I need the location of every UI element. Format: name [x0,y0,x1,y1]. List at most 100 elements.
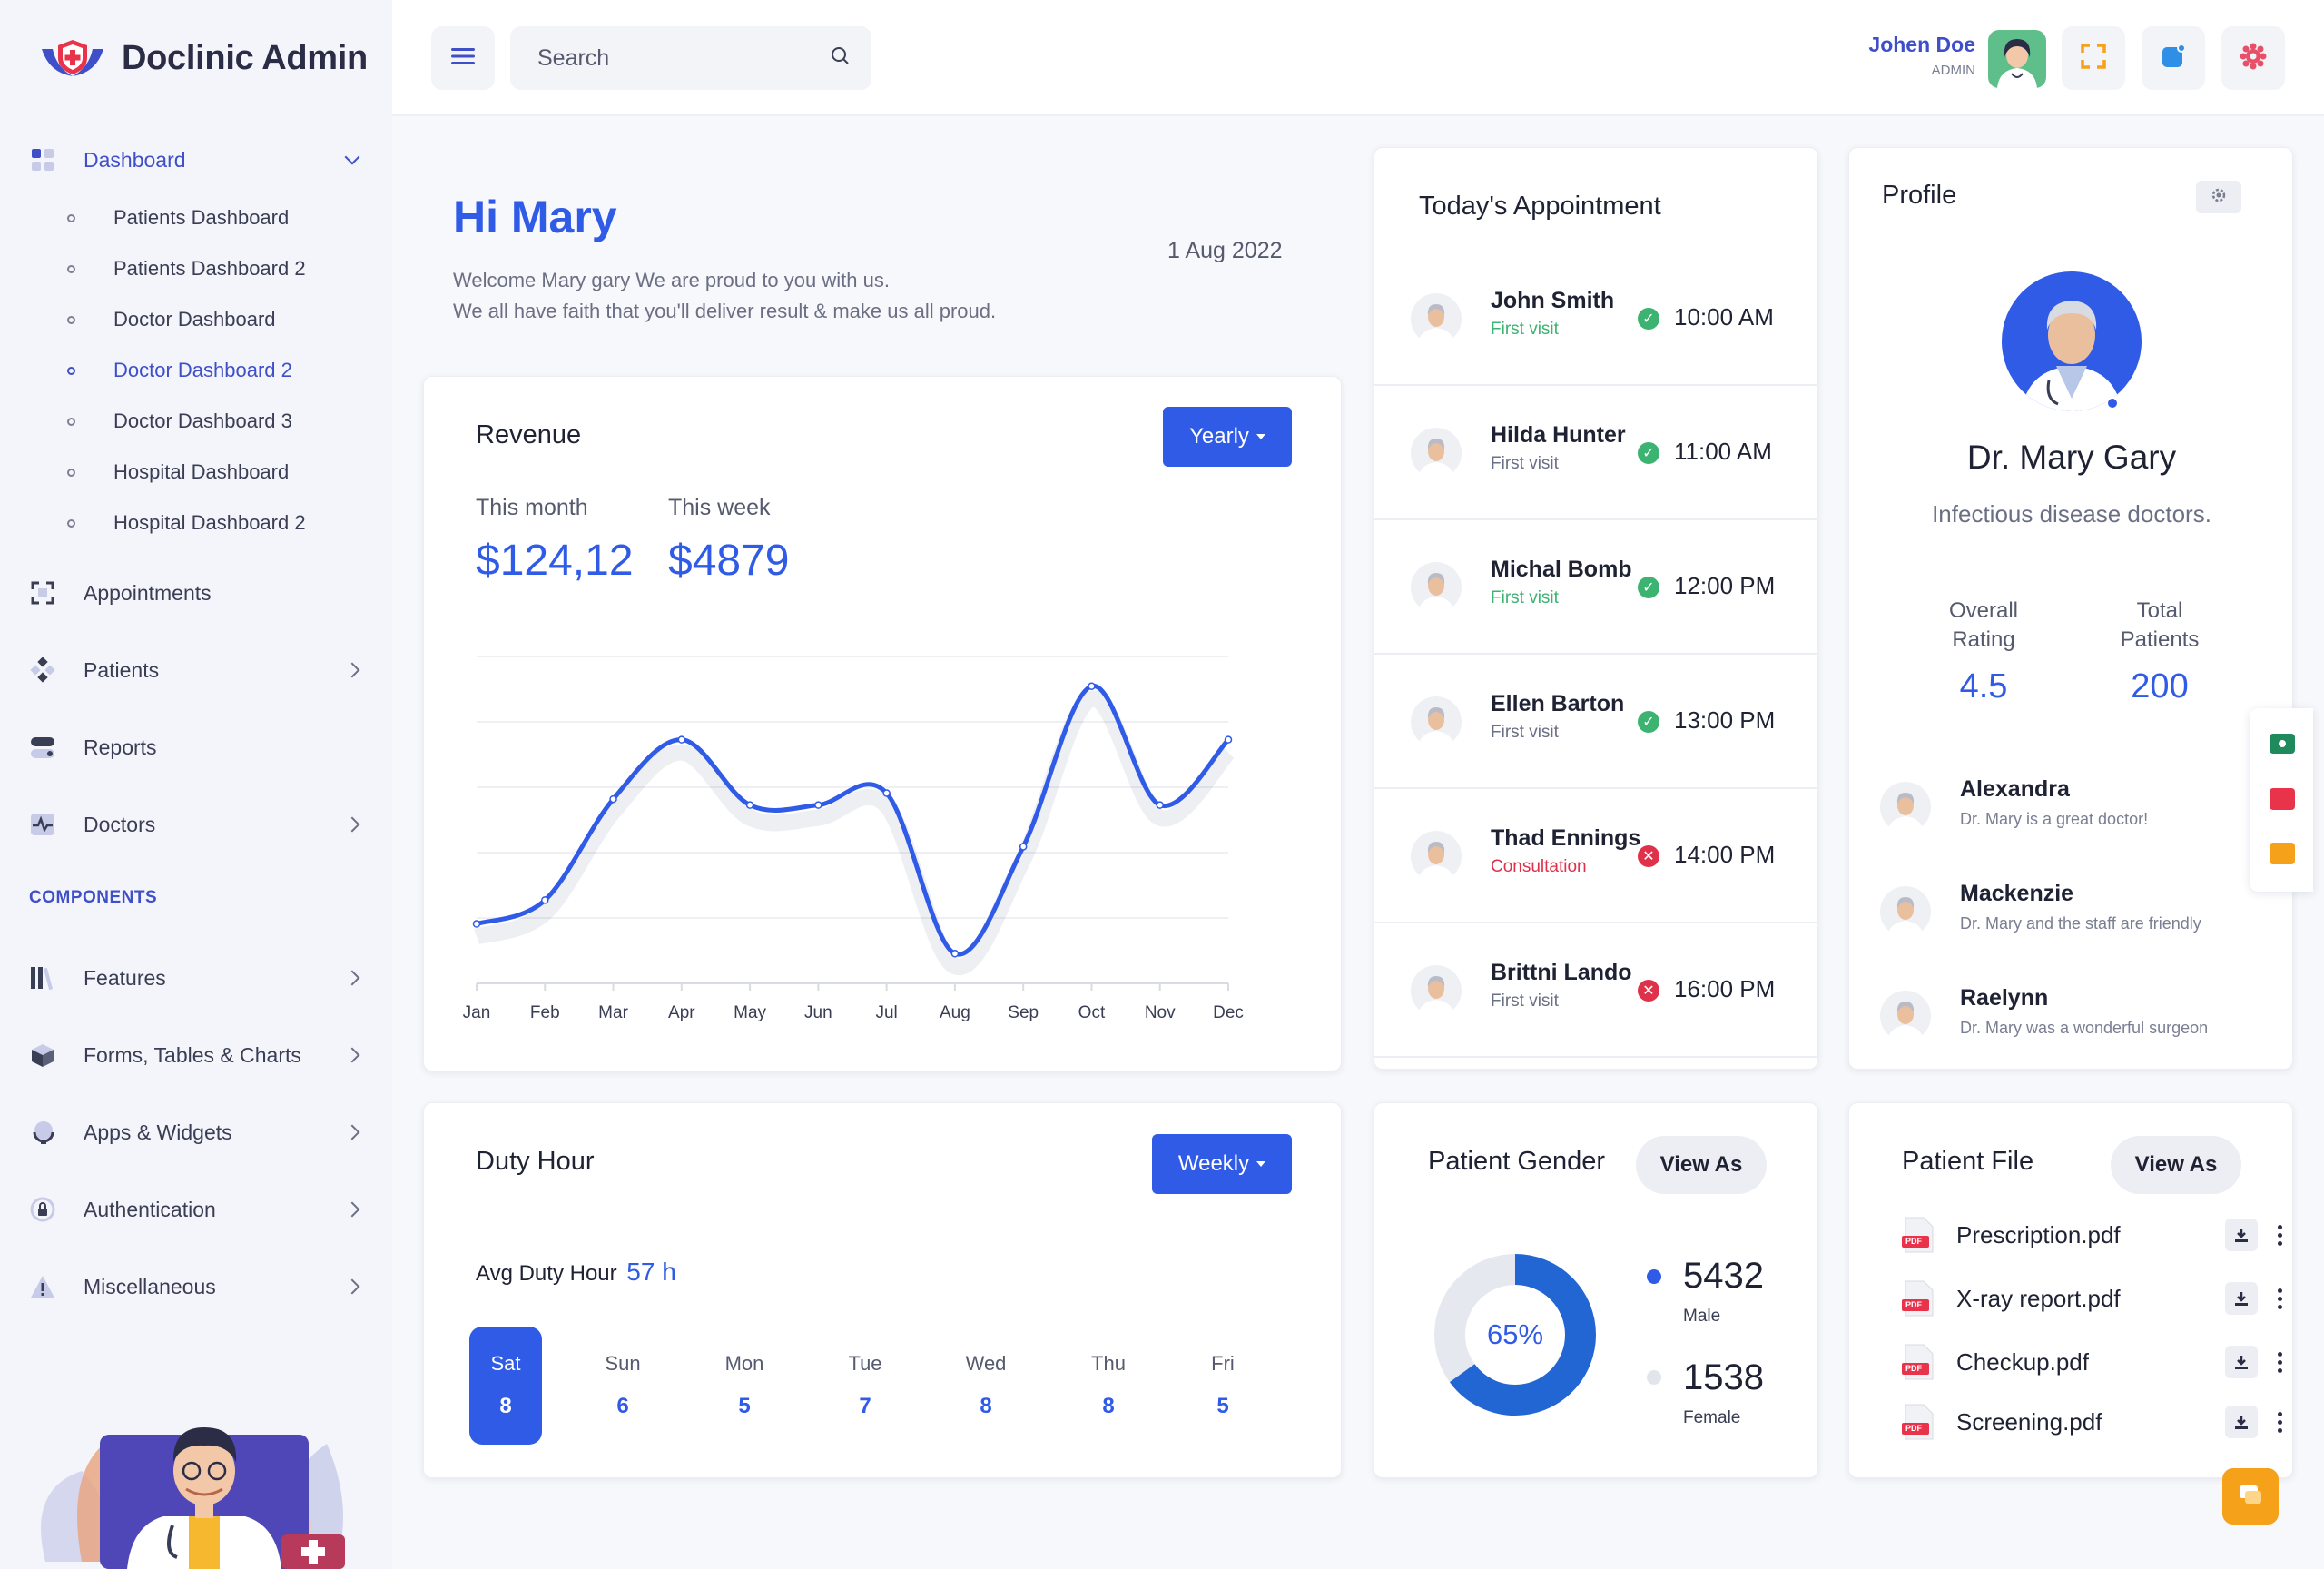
data-point-jun [814,801,822,809]
x-tick-label: Apr [668,1003,695,1022]
money-icon[interactable] [2270,734,2295,754]
nav-authentication[interactable]: Authentication [29,1184,365,1235]
visit-type: Consultation [1491,857,1587,876]
box-icon [29,1041,56,1069]
nav-features[interactable]: Features [29,952,365,1003]
gear-icon [2240,43,2267,74]
download-button[interactable] [2225,1346,2258,1378]
appointment-row[interactable]: Brittni Lando First visit ✕ 16:00 PM [1374,923,1817,1058]
notifications-button[interactable] [2142,26,2205,90]
notification-icon [2161,43,2186,74]
appointment-time: 14:00 PM [1674,841,1776,868]
file-row[interactable]: PDF Screening.pdf [1902,1399,2283,1445]
appointment-list: John Smith First visit ✓ 10:00 AM Hilda Hunt… [1374,252,1817,1069]
user-name: Johen Doe [1868,33,1975,56]
nav-forms-tables-charts[interactable]: Forms, Tables & Charts [29,1030,365,1081]
brand-logo[interactable]: Doclinic Admin [36,36,368,80]
more-options-icon[interactable] [2278,1351,2283,1373]
day-value: 5 [1216,1394,1229,1418]
chat-icon[interactable] [2270,843,2295,864]
profile-settings-button[interactable] [2196,181,2241,213]
appointment-info: John Smith First visit [1491,288,1614,340]
nav-patients[interactable]: Patients [29,645,365,696]
appointment-time: 10:00 AM [1674,303,1774,331]
files-view-as-button[interactable]: View As [2111,1136,2241,1194]
appointment-row[interactable]: Ellen Barton First visit ✓ 13:00 PM [1374,655,1817,789]
sub-item-doctor-dashboard-3[interactable]: Doctor Dashboard 3 [67,403,292,439]
file-row[interactable]: PDF Prescription.pdf [1902,1212,2283,1258]
review-list: Alexandra Dr. Mary is a great doctor! Mack… [1880,776,2280,1067]
patient-gender-card: Patient Gender View As 65% 5432 Male 153… [1374,1102,1818,1478]
file-row[interactable]: PDF Checkup.pdf [1902,1339,2283,1385]
yearly-dropdown[interactable]: Yearly [1163,407,1292,467]
search-input[interactable] [537,44,830,72]
revenue-line-chart: Jan Feb Mar Apr May Jun Jul Aug Sep Oct Nov Dec [463,656,1244,1022]
lock-icon [29,1196,56,1223]
weekly-dropdown[interactable]: Weekly [1152,1134,1292,1194]
menu-toggle-button[interactable] [431,26,495,90]
brand-name: Doclinic Admin [122,38,368,77]
check-circle-icon: ✓ [1638,577,1659,598]
image-icon[interactable] [2270,788,2295,810]
more-options-icon[interactable] [2278,1411,2283,1433]
day-mon[interactable]: Mon 5 [708,1327,781,1445]
sub-item-patients-dashboard[interactable]: Patients Dashboard [67,200,289,236]
visit-type: First visit [1491,992,1559,1011]
appointment-row[interactable]: Michal Bomb First visit ✓ 12:00 PM [1374,520,1817,655]
greeting-date: 1 Aug 2022 [1167,238,1283,263]
nav-doctors[interactable]: Doctors [29,799,365,850]
appointments-card: Today's Appointment John Smith First visi… [1374,147,1818,1070]
caret-down-icon [1256,1161,1266,1167]
settings-button[interactable] [2221,26,2285,90]
search-box[interactable] [510,26,872,90]
download-button[interactable] [2225,1406,2258,1438]
day-fri[interactable]: Fri 5 [1187,1327,1259,1445]
user-info[interactable]: Johen Doe ADMIN [1816,33,1975,78]
pdf-badge: PDF [1905,1300,1922,1309]
more-options-icon[interactable] [2278,1288,2283,1309]
day-name: Wed [965,1352,1007,1375]
data-point-mar [609,794,617,804]
nav-dashboard[interactable]: Dashboard [29,134,365,185]
nav-appointments[interactable]: Appointments [29,567,365,618]
reviewer-avatar [1880,991,1931,1041]
day-tue[interactable]: Tue 7 [829,1327,901,1445]
sub-item-hospital-dashboard-2[interactable]: Hospital Dashboard 2 [67,505,306,541]
sub-item-doctor-dashboard-2[interactable]: Doctor Dashboard 2 [67,352,292,389]
sub-item-hospital-dashboard[interactable]: Hospital Dashboard [67,454,289,490]
reviewer-name: Raelynn [1960,985,2049,1011]
sub-item-doctor-dashboard[interactable]: Doctor Dashboard [67,301,276,338]
appointment-row[interactable]: Hilda Hunter First visit ✓ 11:00 AM [1374,386,1817,520]
x-tick-label: Aug [940,1003,970,1022]
nav-miscellaneous[interactable]: Miscellaneous [29,1261,365,1312]
rating-label-line-2: Rating [1952,627,2015,652]
nav-reports[interactable]: Reports [29,722,365,773]
check-circle-icon: ✓ [1638,308,1659,330]
day-sat[interactable]: Sat 8 [469,1327,542,1445]
appointment-row[interactable]: Thad Ennings Consultation ✕ 14:00 PM [1374,789,1817,923]
male-legend-dot [1647,1269,1661,1284]
greeting-message: Welcome Mary gary We are proud to you wi… [453,265,996,327]
more-options-icon[interactable] [2278,1224,2283,1246]
weekly-dropdown-label: Weekly [1177,1151,1250,1176]
day-wed[interactable]: Wed 8 [950,1327,1022,1445]
fullscreen-button[interactable] [2062,26,2125,90]
nav-apps-widgets[interactable]: Apps & Widgets [29,1107,365,1158]
day-sun[interactable]: Sun 6 [586,1327,659,1445]
reviewer-name: Mackenzie [1960,881,2074,906]
cancel-circle-icon: ✕ [1638,980,1659,1002]
sub-item-patients-dashboard-2[interactable]: Patients Dashboard 2 [67,251,306,287]
search-icon[interactable] [830,45,852,72]
appointment-row[interactable]: John Smith First visit ✓ 10:00 AM [1374,252,1817,386]
download-button[interactable] [2225,1282,2258,1315]
download-button[interactable] [2225,1219,2258,1251]
gender-view-as-button[interactable]: View As [1636,1136,1767,1194]
chat-fab-button[interactable] [2222,1468,2279,1525]
file-row[interactable]: PDF X-ray report.pdf [1902,1276,2283,1321]
day-value: 8 [980,1394,992,1418]
this-week-value: $4879 [668,537,790,585]
avatar[interactable] [1988,30,2046,88]
sub-item-label: Doctor Dashboard [113,308,276,331]
logo-icon [36,36,109,80]
day-thu[interactable]: Thu 8 [1072,1327,1145,1445]
